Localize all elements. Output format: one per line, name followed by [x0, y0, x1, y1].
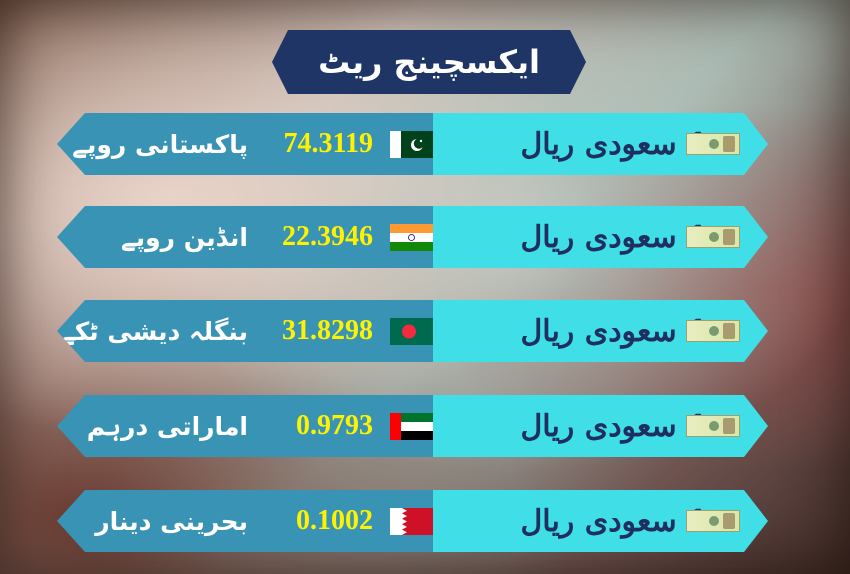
page-title: ایکسچینج ریٹ: [318, 43, 540, 81]
base-currency: 1 سعودی ریال: [520, 126, 677, 162]
rate-row: پاکستانی روپے 74.3119 1 سعودی ریال: [57, 113, 768, 175]
target-currency-band: اماراتی درہم 0.9793: [57, 395, 433, 457]
base-currency-band: 1 سعودی ریال: [433, 300, 768, 362]
currency-name: بنگلہ دیشی ٹکے: [60, 316, 248, 346]
currency-name: بحرینی دینار: [95, 506, 248, 536]
target-currency-band: پاکستانی روپے 74.3119: [57, 113, 433, 175]
pakistan-flag-icon: [390, 131, 433, 158]
exchange-rate: 22.3946: [282, 221, 373, 252]
target-currency-band: بنگلہ دیشی ٹکے 31.8298: [57, 300, 433, 362]
saudi-riyal-note-icon: [686, 133, 740, 155]
base-currency: 1 سعودی ریال: [520, 503, 677, 539]
bangladesh-flag-icon: [390, 318, 433, 345]
uae-flag-icon: [390, 413, 433, 440]
saudi-riyal-note-icon: [686, 415, 740, 437]
currency-name: اماراتی درہم: [86, 411, 248, 441]
rate-row: انڈین روپے 22.3946 1 سعودی ریال: [57, 206, 768, 268]
base-currency: 1 سعودی ریال: [520, 219, 677, 255]
india-flag-icon: [390, 224, 433, 251]
rate-row: بحرینی دینار 0.1002 1 سعودی ریال: [57, 490, 768, 552]
saudi-riyal-note-icon: [686, 226, 740, 248]
exchange-rate: 0.1002: [296, 505, 373, 536]
base-currency-band: 1 سعودی ریال: [433, 113, 768, 175]
currency-name: پاکستانی روپے: [72, 129, 248, 159]
saudi-riyal-note-icon: [686, 320, 740, 342]
target-currency-band: انڈین روپے 22.3946: [57, 206, 433, 268]
base-currency: 1 سعودی ریال: [520, 408, 677, 444]
base-currency-band: 1 سعودی ریال: [433, 206, 768, 268]
target-currency-band: بحرینی دینار 0.1002: [57, 490, 433, 552]
currency-name: انڈین روپے: [121, 222, 248, 252]
base-currency-band: 1 سعودی ریال: [433, 490, 768, 552]
exchange-rate: 74.3119: [283, 128, 373, 159]
saudi-riyal-note-icon: [686, 510, 740, 532]
bahrain-flag-icon: [390, 508, 433, 535]
exchange-rate: 31.8298: [282, 315, 373, 346]
exchange-rate: 0.9793: [296, 410, 373, 441]
base-currency-band: 1 سعودی ریال: [433, 395, 768, 457]
rate-row: اماراتی درہم 0.9793 1 سعودی ریال: [57, 395, 768, 457]
rate-row: بنگلہ دیشی ٹکے 31.8298 1 سعودی ریال: [57, 300, 768, 362]
base-currency: 1 سعودی ریال: [520, 313, 677, 349]
title-banner: ایکسچینج ریٹ: [272, 30, 586, 94]
